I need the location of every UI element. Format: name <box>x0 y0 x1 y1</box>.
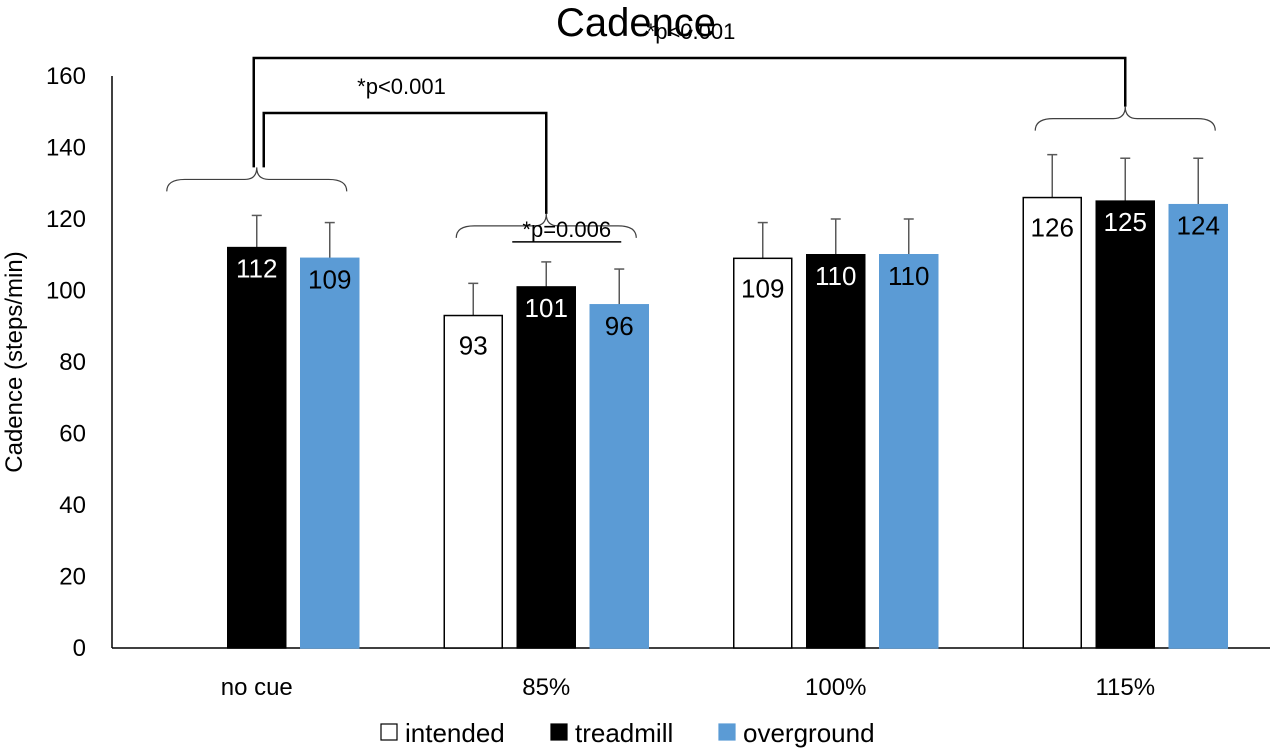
bar-value-label: 125 <box>1104 207 1147 237</box>
x-category-label: 85% <box>522 674 570 701</box>
bar-intended <box>1022 196 1082 649</box>
x-category-label: 115% <box>1095 674 1155 701</box>
legend-swatch-intended <box>380 723 398 741</box>
legend: intended treadmill overground <box>380 718 875 748</box>
significance-bracket <box>262 111 548 214</box>
bar-treadmill <box>227 246 287 649</box>
y-tick-label: 0 <box>73 635 86 662</box>
significance-label: *p<0.001 <box>357 74 446 99</box>
bar-value-label: 93 <box>459 331 488 361</box>
y-axis: 0 20 40 60 80 100 120 140 160 <box>46 63 113 662</box>
legend-label-overground: overground <box>743 718 875 748</box>
bar-value-label: 124 <box>1177 211 1220 241</box>
bar-value-label: 96 <box>605 311 634 341</box>
bar-value-label: 109 <box>308 264 351 294</box>
bar-intended <box>733 257 793 649</box>
y-tick-label: 120 <box>46 206 86 233</box>
significance-annotations: *p<0.001 *p<0.001 *p=0.006 <box>166 19 1216 243</box>
bar-overground <box>300 257 360 649</box>
bars: 93 109 126 112 101 110 125 109 96 110 124 <box>227 153 1228 649</box>
bar-value-label: 109 <box>741 273 784 303</box>
y-tick-label: 20 <box>59 564 86 591</box>
legend-swatch-treadmill <box>550 723 568 741</box>
y-tick-label: 80 <box>59 349 86 376</box>
bar-value-label: 126 <box>1031 213 1074 243</box>
y-tick-label: 100 <box>46 278 86 305</box>
y-axis-label: Cadence (steps/min) <box>1 251 28 472</box>
legend-label-treadmill: treadmill <box>575 718 673 748</box>
y-tick-label: 160 <box>46 63 86 90</box>
group-brace <box>166 167 348 192</box>
bar-intended <box>443 314 503 649</box>
bar-value-label: 110 <box>815 261 856 291</box>
legend-label-intended: intended <box>405 718 505 748</box>
x-category-label: no cue <box>221 674 293 701</box>
y-tick-label: 140 <box>46 135 86 162</box>
chart-title: Cadence <box>556 1 716 45</box>
bar-value-label: 110 <box>888 261 929 291</box>
y-tick-label: 40 <box>59 492 86 519</box>
x-category-label: 100% <box>805 674 866 701</box>
bar-value-label: 101 <box>525 293 568 323</box>
bar-treadmill <box>516 286 576 649</box>
significance-label: *p<0.001 <box>647 19 736 44</box>
bar-treadmill <box>1095 200 1155 649</box>
bar-treadmill <box>806 254 866 649</box>
significance-bracket <box>252 56 1127 168</box>
significance-label: *p=0.006 <box>522 217 611 242</box>
bar-overground <box>879 254 939 649</box>
bar-overground <box>1168 203 1228 649</box>
bar-overground <box>589 304 649 649</box>
legend-swatch-overground <box>718 723 736 741</box>
group-brace <box>1034 106 1216 131</box>
bar-value-label: 112 <box>236 254 277 284</box>
x-axis: no cue 85% 100% 115% <box>112 647 1270 701</box>
y-tick-label: 60 <box>59 421 86 448</box>
